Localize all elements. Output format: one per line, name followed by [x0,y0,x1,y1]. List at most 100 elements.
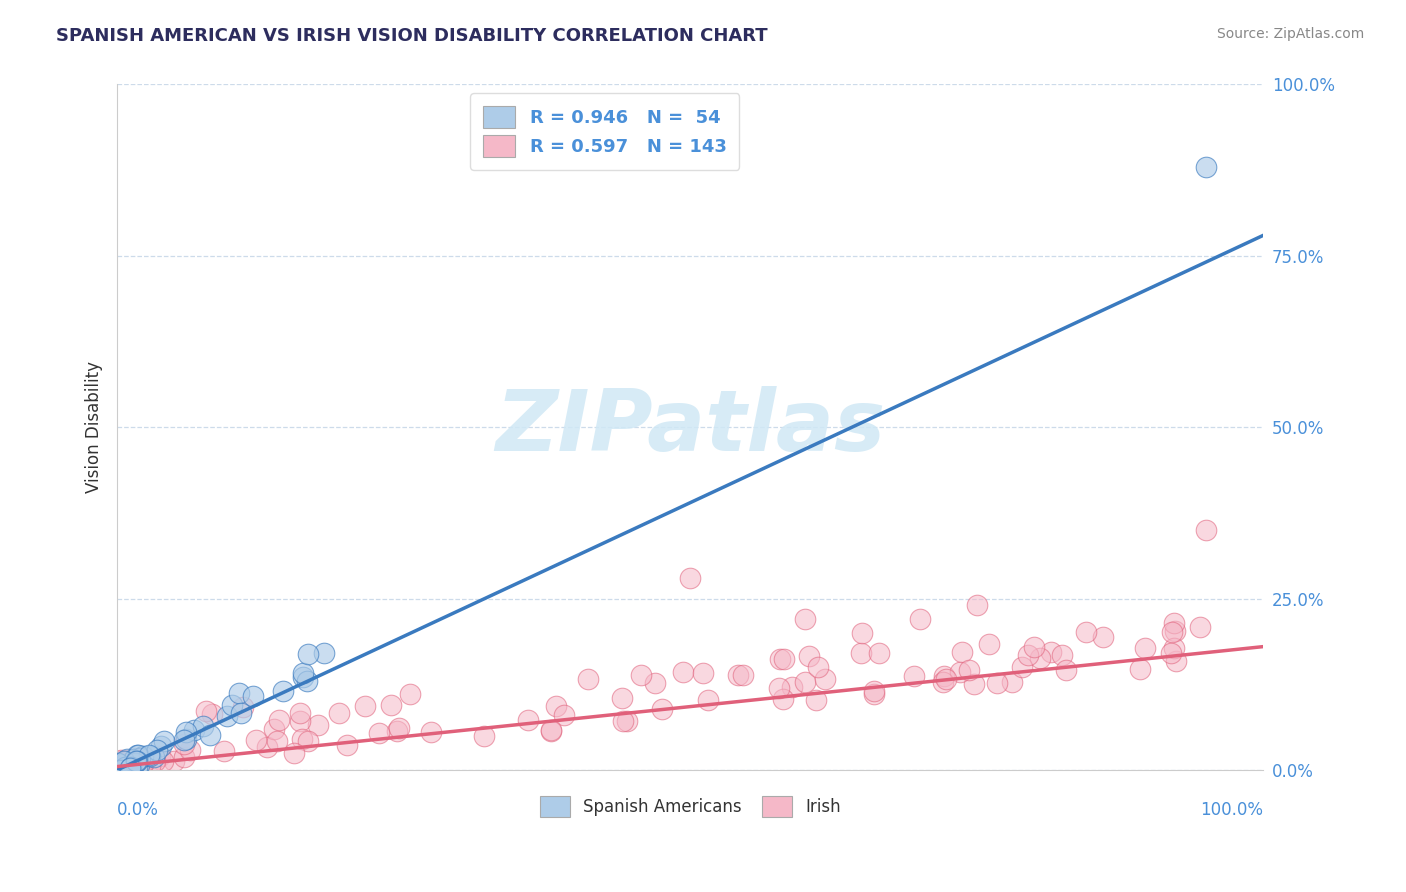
Point [139,748,162,763]
Point [107,761,129,775]
Point [1074,625,1097,640]
Point [114,758,136,772]
Point [108,760,131,774]
Point [1129,662,1152,676]
Point [125,754,148,768]
Point [1160,624,1182,639]
Point [245,732,267,747]
Point [1024,640,1046,654]
Point [768,681,790,695]
Point [283,746,305,760]
Point [173,737,195,751]
Point [152,754,174,768]
Point [472,729,495,743]
Point [863,687,886,701]
Point [1017,648,1039,663]
Point [129,751,152,765]
Point [124,756,146,771]
Point [1091,630,1114,644]
Point [108,763,131,777]
Point [679,571,702,585]
Point [183,723,205,738]
Point [1133,641,1156,656]
Point [807,660,830,674]
Point [110,753,132,767]
Point [517,713,540,727]
Point [292,666,315,681]
Point [380,698,402,713]
Point [114,760,136,774]
Point [121,762,143,776]
Point [1001,674,1024,689]
Point [120,758,142,772]
Point [1011,659,1033,673]
Text: 100.0%: 100.0% [1201,801,1264,819]
Point [143,750,166,764]
Point [125,760,148,774]
Point [111,756,134,770]
Point [146,743,169,757]
Point [107,757,129,772]
Point [1195,523,1218,537]
Point [1160,646,1182,660]
Point [108,758,131,772]
Point [163,754,186,768]
Point [782,680,804,694]
Point [266,734,288,748]
Point [179,742,201,756]
Point [553,708,575,723]
Point [122,752,145,766]
Point [291,731,314,746]
Point [291,670,314,684]
Point [232,700,254,714]
Point [863,683,886,698]
Point [651,702,673,716]
Point [546,698,568,713]
Point [794,674,817,689]
Point [388,721,411,735]
Point [195,704,218,718]
Y-axis label: Vision Disability: Vision Disability [86,361,103,493]
Point [120,760,142,774]
Point [128,757,150,772]
Point [1166,654,1188,668]
Point [540,723,562,738]
Point [124,758,146,772]
Point [385,723,408,738]
Point [125,754,148,768]
Point [957,663,980,677]
Point [108,756,131,771]
Point [135,753,157,767]
Point [932,669,955,683]
Point [271,684,294,698]
Point [114,754,136,768]
Point [269,713,291,727]
Point [129,757,152,772]
Point [120,757,142,772]
Point [578,672,600,686]
Point [1163,616,1185,631]
Point [112,762,135,776]
Point [117,752,139,766]
Point [540,723,562,737]
Point [966,599,988,613]
Point [117,756,139,771]
Point [977,637,1000,651]
Point [117,760,139,774]
Point [963,677,986,691]
Point [242,689,264,703]
Point [616,714,638,729]
Point [399,687,422,701]
Text: ZIPatlas: ZIPatlas [495,385,886,468]
Point [1050,648,1073,662]
Point [727,668,749,682]
Point [420,725,443,739]
Point [799,648,821,663]
Point [1054,663,1077,677]
Point [297,647,319,661]
Point [950,645,973,659]
Point [107,758,129,772]
Point [115,751,138,765]
Point [124,752,146,766]
Point [114,761,136,775]
